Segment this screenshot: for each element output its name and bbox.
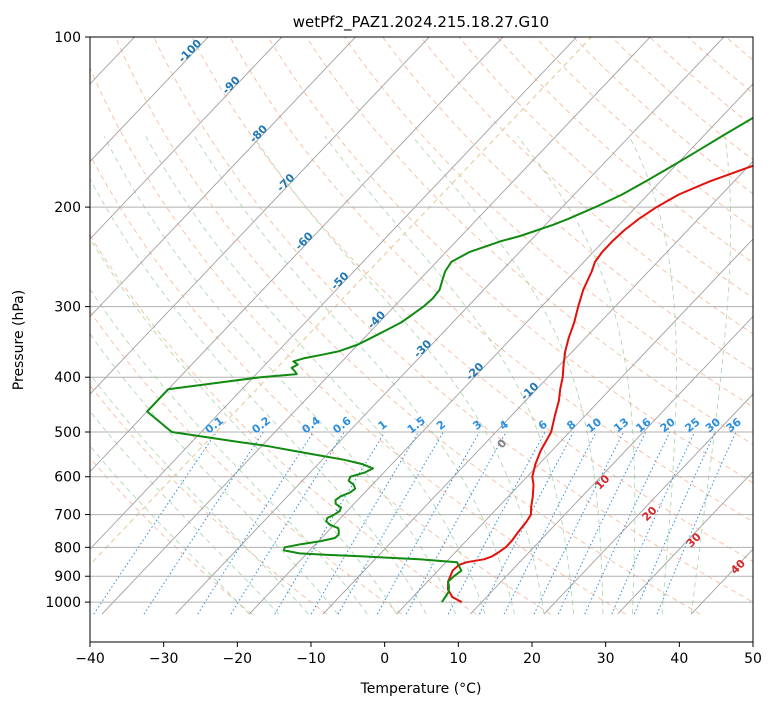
y-tick-label: 1000	[45, 595, 81, 611]
temperature-profile-line	[447, 164, 753, 603]
isotherm-line	[90, 37, 283, 240]
y-tick-label: 500	[54, 425, 81, 441]
dry-adiabat-line	[343, 37, 753, 408]
mixing-ratio-line	[479, 431, 574, 615]
isotherm-line	[90, 37, 578, 550]
x-axis-ticks: −40 −30 −20 −10 0 10 20 30 40 50	[75, 642, 762, 667]
isotherm-line	[470, 315, 753, 615]
dry-adiabat-line	[115, 37, 701, 615]
mixing-ratio-line	[533, 431, 625, 615]
isotherm-line	[90, 37, 504, 473]
x-tick-label: −40	[75, 651, 105, 667]
y-tick-label: 700	[54, 508, 81, 524]
x-tick-label: −30	[149, 651, 179, 667]
mixing-ratio-line	[584, 431, 671, 615]
y-tick-label: 100	[54, 30, 81, 46]
profile-series	[146, 116, 753, 603]
mixing-ratio-line	[633, 431, 716, 615]
y-axis-label: Pressure (hPa)	[11, 290, 27, 390]
y-tick-label: 300	[54, 300, 81, 316]
isotherm-line	[543, 393, 753, 615]
dry-adiabat-line	[90, 153, 552, 615]
mixing-ratio-line	[503, 431, 597, 615]
x-tick-label: 40	[670, 651, 688, 667]
x-tick-label: 0	[380, 651, 389, 667]
isobar-grid	[90, 37, 753, 603]
dry-adiabat-line	[90, 384, 327, 615]
isotherm-line	[90, 37, 357, 318]
mixing-ratio-line	[376, 431, 480, 615]
dry-adiabat-line	[305, 37, 753, 446]
x-tick-label: 50	[744, 651, 762, 667]
x-tick-label: 30	[597, 651, 615, 667]
mixing-ratio-line	[611, 431, 696, 615]
x-tick-label: −10	[296, 651, 326, 667]
dry-adiabat-line	[420, 37, 753, 335]
dry-adiabat-line	[90, 234, 477, 615]
dry-adiabat-line	[90, 310, 402, 615]
x-tick-label: 10	[449, 651, 467, 667]
chart-title: wetPf2_PAZ1.2024.215.18.27.G10	[293, 13, 549, 32]
x-tick-label: −20	[223, 651, 253, 667]
isotherm-line	[249, 83, 753, 615]
y-axis-ticks: 1000 900 800 700 600 500 400 300 200 100	[45, 30, 90, 611]
y-tick-label: 400	[54, 370, 81, 386]
mixing-ratio-line	[557, 431, 647, 615]
dry-adiabat-line	[90, 66, 626, 615]
isotherm-line	[617, 470, 753, 615]
mixing-ratio-line	[143, 431, 264, 615]
isotherm-line	[175, 37, 725, 615]
isotherm-line	[90, 37, 430, 395]
mixing-ratio-line	[656, 431, 737, 615]
isotherm-line	[396, 238, 753, 615]
x-tick-label: 20	[523, 651, 541, 667]
isotherm-line	[90, 37, 209, 163]
y-tick-label: 900	[54, 569, 81, 585]
dry-adiabat-line	[229, 37, 753, 523]
mixing-ratio-line	[405, 431, 507, 615]
y-tick-label: 200	[54, 200, 81, 216]
mixing-ratio-line	[447, 431, 546, 615]
mixing-ratio-line	[197, 431, 314, 615]
x-axis-label: Temperature (°C)	[360, 681, 482, 697]
isotherm-line	[101, 37, 651, 615]
plot-frame	[89, 36, 754, 643]
reference-dashed-line	[90, 37, 593, 566]
dewpoint-profile-line	[146, 116, 753, 603]
y-tick-label: 800	[54, 540, 81, 556]
y-tick-label: 600	[54, 470, 81, 486]
isotherm-line	[322, 160, 753, 615]
